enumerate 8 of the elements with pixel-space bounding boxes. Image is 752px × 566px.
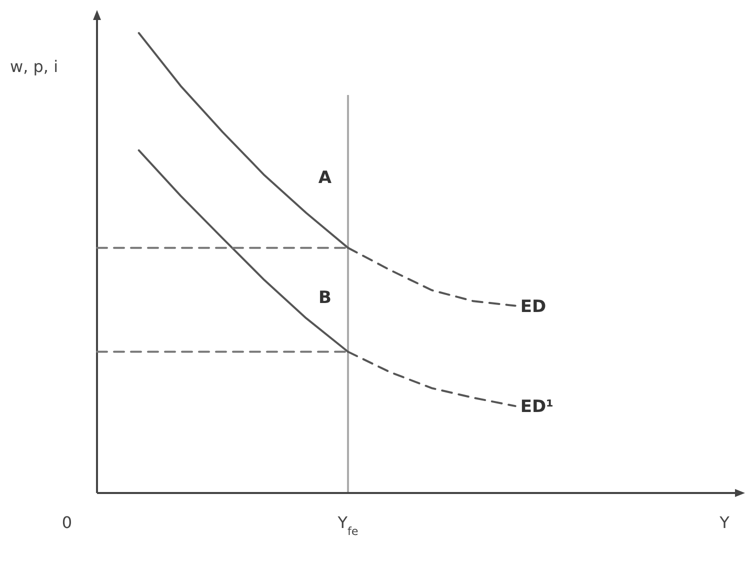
series-label: ED¹ — [520, 397, 554, 418]
y-axis-title: w, p, i — [10, 57, 58, 76]
series-label: ED — [520, 296, 546, 317]
text: 0 — [62, 513, 72, 532]
annotation: A — [318, 168, 332, 188]
x-tick-label: Y$_{fe}$ — [336, 513, 358, 538]
annotation: B — [318, 288, 332, 308]
x-tick-label: Y — [718, 513, 730, 532]
